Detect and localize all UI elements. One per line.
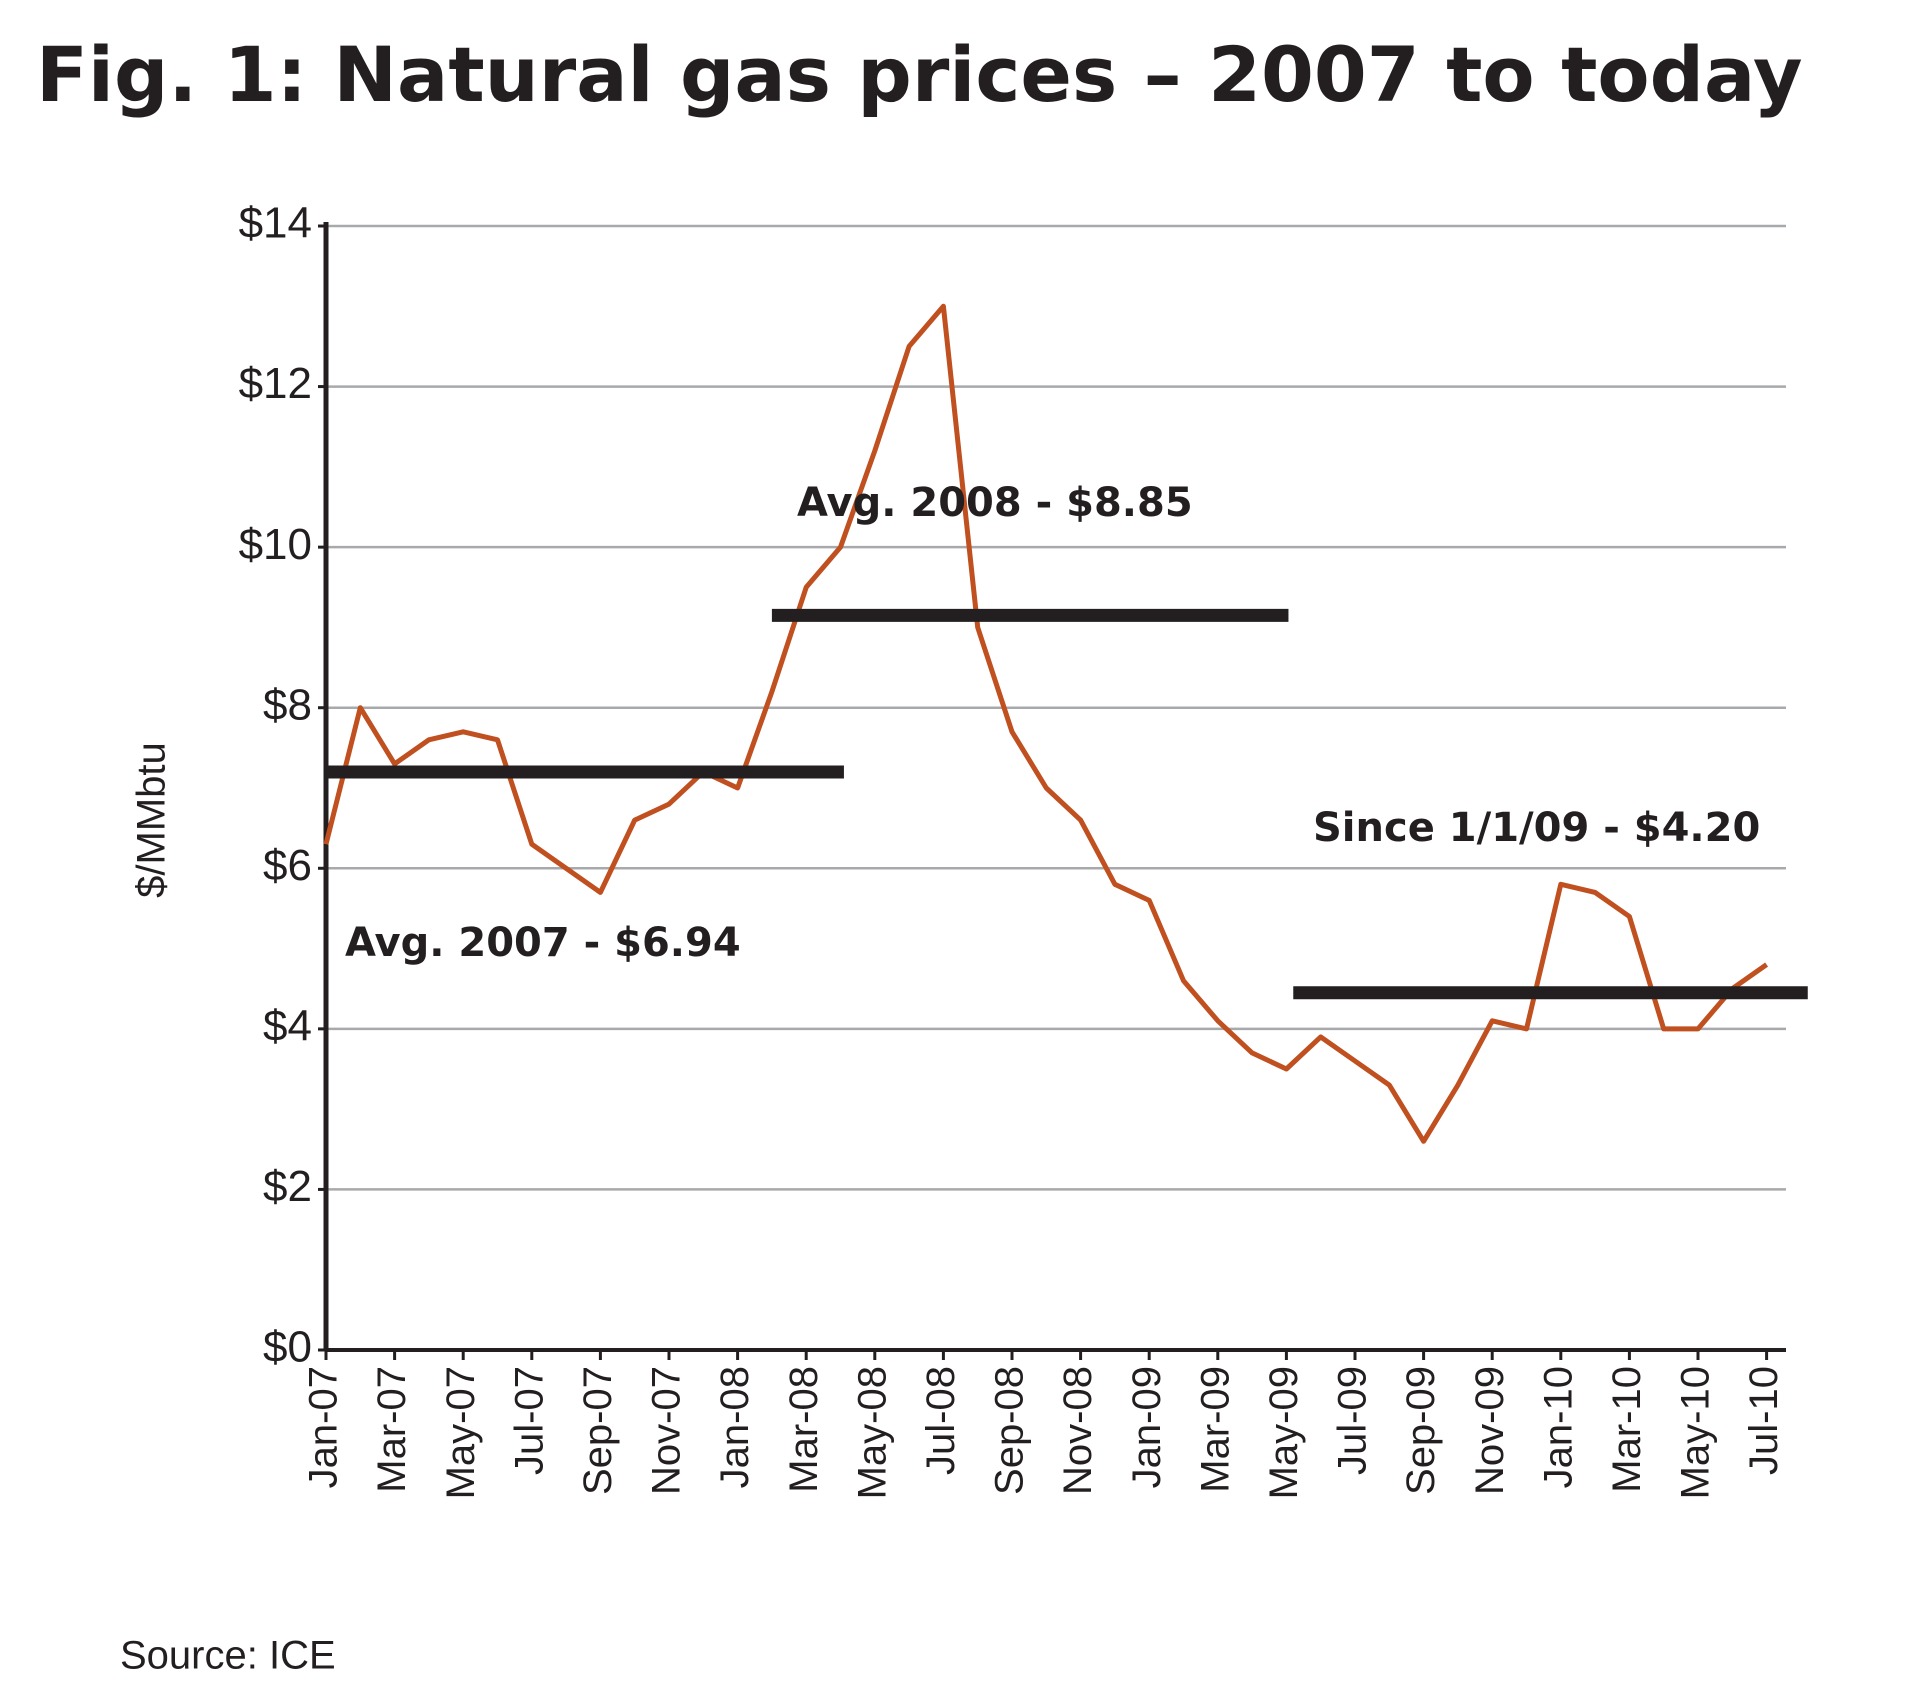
x-tick-label: Jan-07 — [302, 1366, 346, 1488]
average-label: Since 1/1/09 - $4.20 — [1313, 805, 1760, 851]
x-tick-label: May-10 — [1674, 1366, 1718, 1499]
y-tick-label: $4 — [263, 1001, 312, 1050]
y-tick-label: $8 — [263, 680, 312, 729]
x-tick-label: Sep-08 — [988, 1366, 1032, 1495]
y-tick-label: $14 — [239, 199, 312, 248]
x-tick-label: Nov-08 — [1056, 1366, 1100, 1495]
y-tick-label: $0 — [263, 1323, 312, 1372]
x-tick-label: Mar-08 — [782, 1366, 826, 1493]
x-tick-label: Jul-10 — [1742, 1366, 1786, 1475]
x-tick-label: Jul-07 — [507, 1366, 551, 1475]
x-tick-label: Mar-09 — [1193, 1366, 1237, 1493]
price-line — [323, 303, 1769, 1144]
y-tick-label: $6 — [263, 841, 312, 890]
source: Source: ICE — [120, 1634, 336, 1678]
average-label: Avg. 2007 - $6.94 — [345, 920, 741, 966]
x-tick-label: Jan-10 — [1536, 1366, 1580, 1488]
x-tick-label: May-09 — [1262, 1366, 1306, 1499]
x-tick-label: Sep-07 — [576, 1366, 620, 1495]
x-tick-label: Sep-09 — [1399, 1366, 1443, 1495]
x-tick-label: Mar-07 — [370, 1366, 414, 1493]
average-label: Avg. 2008 - $8.85 — [797, 480, 1193, 526]
x-tick-label: Jul-08 — [919, 1366, 963, 1475]
x-tick-label: Jan-08 — [713, 1366, 757, 1488]
y-tick-label: $12 — [239, 359, 312, 408]
x-tick-label: Nov-07 — [645, 1366, 689, 1495]
x-tick-label: Jul-09 — [1331, 1366, 1375, 1475]
x-tick-label: May-07 — [439, 1366, 483, 1499]
x-tick-label: May-08 — [850, 1366, 894, 1499]
y-tick-label: $10 — [239, 520, 312, 569]
x-tick-label: Nov-09 — [1468, 1366, 1512, 1495]
x-tick-label: Mar-10 — [1605, 1366, 1649, 1493]
chart-title: Fig. 1: Natural gas prices – 2007 to tod… — [36, 30, 1803, 119]
y-tick-label: $2 — [263, 1162, 312, 1211]
y-axis-label: $/MMbtu — [130, 742, 174, 898]
x-tick-label: Jan-09 — [1125, 1366, 1169, 1488]
